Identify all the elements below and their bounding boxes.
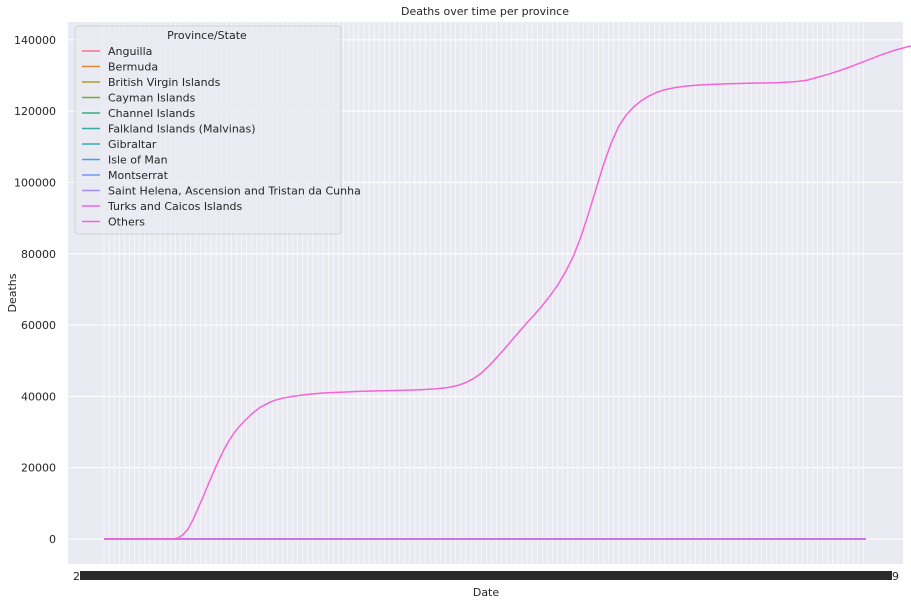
legend-entry: Saint Helena, Ascension and Tristan da C… (108, 185, 361, 198)
legend-entry: Channel Islands (108, 107, 195, 120)
y-axis-label: Deaths (6, 273, 19, 312)
y-tick-label: 20000 (21, 462, 56, 475)
x-tick-labels-overlap (80, 571, 892, 580)
legend-entry: British Virgin Islands (108, 76, 221, 89)
legend-entry: Turks and Caicos Islands (107, 200, 243, 213)
legend-entry: Falkland Islands (Malvinas) (108, 123, 256, 136)
legend: Province/State Anguilla Bermuda British Vir… (75, 26, 361, 234)
y-tick-label: 0 (49, 533, 56, 546)
y-tick-label: 120000 (14, 105, 56, 118)
legend-entry: Montserrat (108, 169, 169, 182)
legend-title: Province/State (167, 29, 247, 42)
legend-entry: Cayman Islands (108, 92, 196, 105)
y-tick-label: 80000 (21, 248, 56, 261)
x-tick-label-first: 2 (73, 570, 80, 583)
y-tick-label: 140000 (14, 34, 56, 47)
legend-entry: Anguilla (108, 45, 152, 58)
y-tick-label: 60000 (21, 319, 56, 332)
x-tick-label-last: 9 (892, 570, 899, 583)
chart-title: Deaths over time per province (401, 5, 569, 18)
x-axis-label: Date (473, 586, 500, 599)
y-tick-label: 40000 (21, 390, 56, 403)
y-tick-label: 100000 (14, 176, 56, 189)
legend-entry: Gibraltar (108, 138, 157, 151)
legend-entry: Bermuda (108, 61, 158, 74)
legend-entry: Isle of Man (108, 154, 168, 167)
legend-entry: Others (108, 216, 145, 229)
